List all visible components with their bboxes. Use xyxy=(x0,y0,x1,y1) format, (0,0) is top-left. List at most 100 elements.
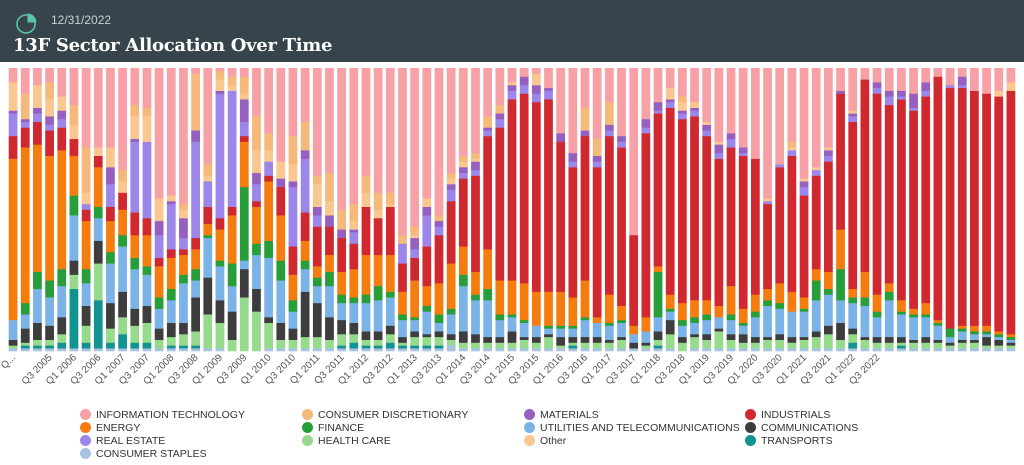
bar-48-energy xyxy=(592,317,602,323)
legend-item[interactable]: FINANCE xyxy=(302,421,364,434)
bar-5-consumer-staples xyxy=(69,348,79,352)
bar-17-materials xyxy=(215,90,225,94)
legend-item[interactable]: REAL ESTATE xyxy=(80,434,165,447)
bar-70-information-technology xyxy=(860,68,870,80)
bar-67-industrials xyxy=(824,161,833,273)
bar-52-materials xyxy=(641,118,651,128)
bar-2-other xyxy=(33,84,42,108)
bar-44-utilities-and-telecommunications xyxy=(544,328,553,335)
legend-item[interactable]: INFORMATION TECHNOLOGY xyxy=(80,408,245,421)
bar-33-other xyxy=(410,234,420,239)
bar-3-materials xyxy=(45,116,54,125)
bar-28-transports xyxy=(349,342,359,349)
bar-39-health-care xyxy=(483,342,493,349)
legend-item[interactable]: COMMUNICATIONS xyxy=(745,421,858,434)
bar-67-consumer-staples xyxy=(824,348,833,352)
bar-73-real-estate xyxy=(897,96,906,100)
bar-56-energy xyxy=(690,300,699,318)
bar-69-other xyxy=(848,110,858,114)
bar-33-consumer-discretionary xyxy=(410,226,420,236)
bar-52-real-estate xyxy=(641,127,651,134)
bar-9-consumer-discretionary xyxy=(118,169,127,182)
bar-0-communications xyxy=(8,339,18,346)
bar-27-communications xyxy=(337,319,347,335)
legend-item[interactable]: INDUSTRIALS xyxy=(745,408,830,421)
bar-9-finance xyxy=(118,234,127,247)
bar-31-finance xyxy=(385,291,395,298)
bar-28-industrials xyxy=(349,243,359,270)
legend-item[interactable]: TRANSPORTS xyxy=(745,434,833,447)
bar-24-real-estate xyxy=(300,158,310,213)
bar-7-energy xyxy=(93,167,103,207)
bar-65-real-estate xyxy=(799,186,809,196)
bar-80-finance xyxy=(982,331,991,335)
bar-34-industrials xyxy=(422,246,432,287)
bar-59-utilities-and-telecommunications xyxy=(726,319,736,335)
bar-17-real-estate xyxy=(215,93,225,219)
bar-14-consumer-staples xyxy=(179,348,188,352)
bar-7-transports xyxy=(93,300,103,349)
legend-item[interactable]: CONSUMER STAPLES xyxy=(80,447,207,460)
bar-44-energy xyxy=(544,291,553,326)
bar-2-industrials xyxy=(33,121,42,145)
bar-77-consumer-staples xyxy=(945,348,955,352)
bar-3-industrials xyxy=(45,130,54,157)
bar-0-health-care xyxy=(8,345,18,349)
bar-79-health-care xyxy=(970,342,979,349)
legend-item[interactable]: ENERGY xyxy=(80,421,140,434)
legend-item[interactable]: CONSUMER DISCRETIONARY xyxy=(302,408,468,421)
bar-3-consumer-discretionary xyxy=(45,82,54,100)
bar-44-health-care xyxy=(544,336,553,349)
bar-7-finance xyxy=(93,206,103,219)
bar-6-real-estate xyxy=(81,203,91,210)
bar-28-other xyxy=(349,220,359,230)
legend-item[interactable]: UTILITIES AND TELECOMMUNICATIONS xyxy=(524,421,740,434)
bar-62-consumer-staples xyxy=(763,348,772,352)
bar-23-utilities-and-telecommunications xyxy=(288,311,298,329)
bar-53-consumer-staples xyxy=(653,348,663,352)
bar-69-utilities-and-telecommunications xyxy=(848,302,858,329)
bar-43-communications xyxy=(531,336,541,343)
bar-17-information-technology xyxy=(215,68,225,72)
bar-57-finance xyxy=(702,314,712,321)
bar-80-health-care xyxy=(982,345,991,349)
bar-76-industrials xyxy=(933,76,943,321)
bar-69-real-estate xyxy=(848,116,858,123)
bar-29-communications xyxy=(361,331,371,340)
bar-4-other xyxy=(57,96,67,111)
bar-70-energy xyxy=(860,271,870,298)
bar-81-consumer-staples xyxy=(994,348,1004,352)
bar-32-real-estate xyxy=(398,243,407,264)
bar-54-materials xyxy=(665,99,675,103)
bar-40-consumer-staples xyxy=(495,348,505,352)
legend-label: TRANSPORTS xyxy=(761,434,833,447)
bar-68-communications xyxy=(836,322,845,340)
bar-38-other xyxy=(471,158,480,162)
bar-10-transports xyxy=(130,342,140,349)
bar-47-health-care xyxy=(580,342,590,349)
bar-73-communications xyxy=(897,336,906,343)
bar-6-consumer-discretionary xyxy=(81,147,91,193)
bar-63-communications xyxy=(775,334,785,340)
bar-57-real-estate xyxy=(702,130,712,137)
bar-37-finance xyxy=(458,274,468,287)
bar-22-finance xyxy=(276,260,286,281)
legend-item[interactable]: HEALTH CARE xyxy=(302,434,391,447)
bar-5-information-technology xyxy=(69,68,79,106)
bar-69-industrials xyxy=(848,121,858,290)
legend-item[interactable]: MATERIALS xyxy=(524,408,599,421)
bar-47-consumer-discretionary xyxy=(580,107,590,131)
bar-4-materials xyxy=(57,110,67,120)
bar-31-communications xyxy=(385,325,395,335)
bar-30-transports xyxy=(373,345,383,349)
bar-34-energy xyxy=(422,285,432,307)
bar-48-consumer-discretionary xyxy=(592,138,602,157)
legend-item[interactable]: Other xyxy=(524,434,566,447)
bar-52-health-care xyxy=(641,345,651,349)
bar-3-information-technology xyxy=(45,68,54,83)
bar-10-industrials xyxy=(130,212,140,236)
bar-41-finance xyxy=(507,314,517,318)
bar-56-information-technology xyxy=(690,68,699,103)
bar-64-other xyxy=(787,147,797,151)
legend-label: HEALTH CARE xyxy=(318,434,391,447)
